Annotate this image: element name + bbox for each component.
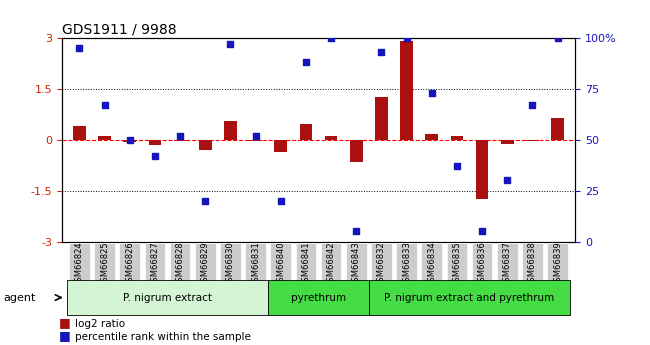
FancyBboxPatch shape xyxy=(220,243,240,285)
Text: GSM66829: GSM66829 xyxy=(201,241,210,287)
Bar xyxy=(224,121,237,140)
Text: GSM66838: GSM66838 xyxy=(528,241,537,287)
Text: GSM66840: GSM66840 xyxy=(276,241,285,287)
FancyBboxPatch shape xyxy=(320,243,341,285)
FancyBboxPatch shape xyxy=(296,243,317,285)
Text: GSM66833: GSM66833 xyxy=(402,241,411,287)
Bar xyxy=(250,140,262,141)
Bar xyxy=(476,140,488,199)
Bar xyxy=(325,136,337,140)
Text: GSM66825: GSM66825 xyxy=(100,241,109,287)
Text: GSM66831: GSM66831 xyxy=(251,241,260,287)
Text: agent: agent xyxy=(3,293,36,303)
FancyBboxPatch shape xyxy=(396,243,417,285)
Point xyxy=(552,35,563,41)
FancyBboxPatch shape xyxy=(144,243,165,285)
Point xyxy=(301,60,311,65)
FancyBboxPatch shape xyxy=(371,243,392,285)
FancyBboxPatch shape xyxy=(170,243,190,285)
Point xyxy=(502,178,512,183)
Text: ■: ■ xyxy=(58,316,70,329)
Bar xyxy=(375,97,387,140)
Bar xyxy=(551,118,564,140)
FancyBboxPatch shape xyxy=(421,243,442,285)
Bar xyxy=(450,136,463,140)
FancyBboxPatch shape xyxy=(195,243,216,285)
Text: GSM66835: GSM66835 xyxy=(452,241,462,287)
Text: GSM66830: GSM66830 xyxy=(226,241,235,287)
Text: GSM66843: GSM66843 xyxy=(352,241,361,287)
Point xyxy=(527,102,538,108)
Text: P. nigrum extract: P. nigrum extract xyxy=(123,293,212,303)
Point xyxy=(351,228,361,234)
Text: ■: ■ xyxy=(58,328,70,342)
Bar xyxy=(426,134,438,140)
Point xyxy=(225,41,235,47)
Text: GSM66839: GSM66839 xyxy=(553,241,562,287)
Text: GSM66842: GSM66842 xyxy=(326,241,335,287)
Bar xyxy=(400,41,413,140)
Bar xyxy=(73,126,86,140)
Bar xyxy=(98,136,111,140)
FancyBboxPatch shape xyxy=(346,243,367,285)
Point xyxy=(99,102,110,108)
FancyBboxPatch shape xyxy=(270,243,291,285)
Bar xyxy=(149,140,161,145)
FancyBboxPatch shape xyxy=(547,243,568,285)
FancyBboxPatch shape xyxy=(447,243,467,285)
Point xyxy=(376,49,387,55)
FancyBboxPatch shape xyxy=(67,280,268,315)
Point xyxy=(250,133,261,138)
Point xyxy=(426,90,437,96)
Point xyxy=(477,228,488,234)
Text: GSM66837: GSM66837 xyxy=(503,241,512,287)
Point xyxy=(74,45,85,51)
Text: GSM66841: GSM66841 xyxy=(302,241,311,287)
Text: GSM66827: GSM66827 xyxy=(150,241,159,287)
Bar xyxy=(350,140,363,162)
Text: GSM66836: GSM66836 xyxy=(478,241,487,287)
FancyBboxPatch shape xyxy=(245,243,266,285)
FancyBboxPatch shape xyxy=(120,243,140,285)
Point xyxy=(200,198,211,204)
FancyBboxPatch shape xyxy=(69,243,90,285)
Bar xyxy=(124,140,136,142)
Point xyxy=(402,35,412,41)
FancyBboxPatch shape xyxy=(472,243,493,285)
Text: GSM66826: GSM66826 xyxy=(125,241,134,287)
FancyBboxPatch shape xyxy=(522,243,543,285)
FancyBboxPatch shape xyxy=(497,243,517,285)
Point xyxy=(150,153,160,159)
FancyBboxPatch shape xyxy=(369,280,570,315)
Bar xyxy=(501,140,514,144)
Text: GSM66824: GSM66824 xyxy=(75,241,84,287)
Bar xyxy=(526,140,539,141)
Text: GSM66828: GSM66828 xyxy=(176,241,185,287)
Text: percentile rank within the sample: percentile rank within the sample xyxy=(75,332,251,342)
Text: pyrethrum: pyrethrum xyxy=(291,293,346,303)
Bar xyxy=(274,140,287,151)
Text: log2 ratio: log2 ratio xyxy=(75,319,125,329)
Point xyxy=(175,133,185,138)
FancyBboxPatch shape xyxy=(268,280,369,315)
Text: P. nigrum extract and pyrethrum: P. nigrum extract and pyrethrum xyxy=(384,293,554,303)
Text: GSM66834: GSM66834 xyxy=(427,241,436,287)
Bar xyxy=(300,125,312,140)
Point xyxy=(125,137,135,142)
Text: GSM66832: GSM66832 xyxy=(377,241,386,287)
Point xyxy=(326,35,336,41)
Bar xyxy=(174,140,187,141)
Bar xyxy=(199,140,211,150)
Point xyxy=(452,164,462,169)
FancyBboxPatch shape xyxy=(94,243,115,285)
Text: GDS1911 / 9988: GDS1911 / 9988 xyxy=(62,23,176,37)
Point xyxy=(276,198,286,204)
